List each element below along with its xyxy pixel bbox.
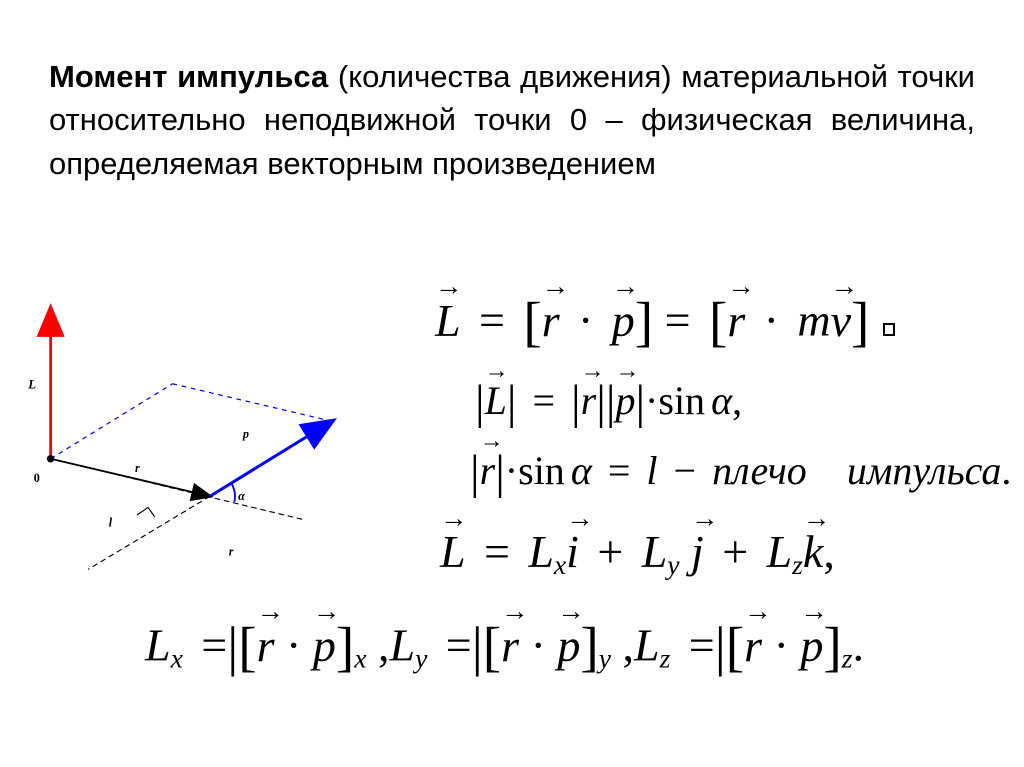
formula-components: →L = Lx→i + Ly →j + Lz→k, [440,525,835,581]
sym-i: i [566,526,579,577]
para-side-2 [173,384,332,422]
label-l: l [109,515,113,529]
sub-y2: y [415,642,427,673]
sym-Lx: L [528,526,554,577]
vector-p [210,421,332,496]
text-plecho: плечо [712,448,807,493]
formula-magnitude: |→L| = |→r||→p|·sinα, [475,375,742,430]
sym-p3: p [313,620,336,671]
sub-x2: x [171,642,183,673]
sym-j: j [691,526,704,577]
vector-diagram: L 0 r l p α r [10,290,410,590]
sym-m: m [797,295,830,346]
sub-z3: z [842,642,853,673]
label-r: r [135,461,140,475]
sub-x3: x [354,642,366,673]
sym-smalll: l [646,448,657,493]
sub-z: z [792,549,803,580]
sym-p: p [612,295,635,346]
sub-y3: y [599,642,611,673]
sym-v: v [831,295,851,346]
formula-arm: |→r|·sinα = l − плечо импульса. [470,445,1011,500]
sym-Lx2: L [145,620,171,671]
sym-L3: L [440,526,466,577]
sym-Lz2: L [634,620,660,671]
label-zero: 0 [34,471,40,485]
label-alpha: α [238,489,245,503]
sub-z2: z [660,642,671,673]
sym-p4: p [557,620,580,671]
slide-page: Момент импульса (количества движения) ма… [0,0,1024,767]
alpha-arc [231,482,235,502]
formula-components-detail: Lx =|[→r · →p]x ,Ly =|[→r · →p]y ,Lz =|[… [145,615,864,678]
formula-area: →L = [→r · →p] = [→r · m→v] |→L| = |→r||… [380,280,1020,740]
sym-L: L [435,295,461,346]
sym-p5: p [800,620,823,671]
sym-p2: p [615,378,635,423]
sym-r: r [542,295,560,346]
sub-x: x [554,549,566,580]
sym-r2: r [727,295,745,346]
sym-r4: r [480,448,496,493]
sym-sin: sin [658,378,705,423]
sym-r3: r [581,378,597,423]
definition-paragraph: Момент импульса (количества движения) ма… [49,55,975,185]
label-r2: r [229,544,234,558]
sym-r5: r [257,620,275,671]
sym-L2: L [485,378,507,423]
sub-y: y [667,549,679,580]
sym-Ly2: L [390,620,416,671]
para-side-1 [51,384,173,459]
label-p: p [242,427,249,441]
origin-point [47,455,55,463]
label-L: L [27,376,36,391]
sym-alpha: α [711,378,732,423]
sym-Lz: L [767,526,793,577]
term-bold: Момент импульса [49,59,328,94]
vector-r [51,459,210,497]
sym-r6: r [501,620,519,671]
sym-k: k [803,526,823,577]
sym-sin2: sin [518,448,565,493]
text-impulsa: импульса [847,448,1002,493]
period-box-icon [883,323,895,335]
formula-main: →L = [→r · →p] = [→r · m→v] [435,290,895,353]
sym-Ly: L [642,526,668,577]
sym-r7: r [744,620,762,671]
sym-alpha2: α [571,448,592,493]
perpendicular-mark [137,508,155,517]
dash-p-back [88,496,210,569]
